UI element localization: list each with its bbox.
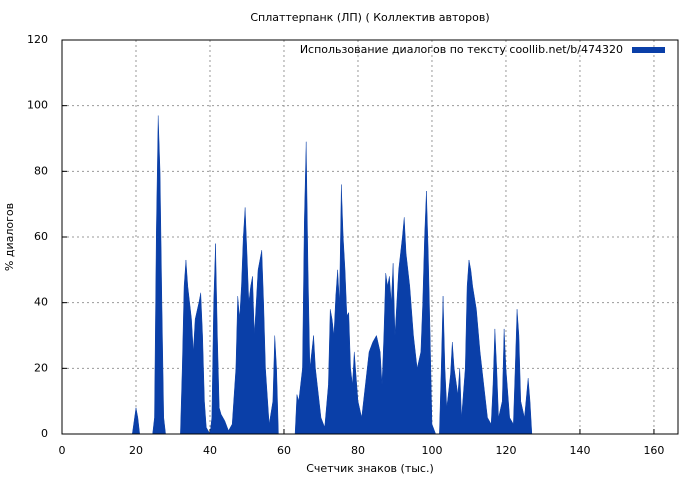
y-tick-label: 100 xyxy=(27,99,48,112)
y-axis-label: % диалогов xyxy=(3,203,16,271)
x-tick-label: 60 xyxy=(277,444,291,457)
y-tick-label: 80 xyxy=(34,164,48,177)
y-tick-label: 0 xyxy=(41,427,48,440)
x-tick-label: 0 xyxy=(59,444,66,457)
legend-swatch xyxy=(632,47,665,53)
y-tick-label: 60 xyxy=(34,230,48,243)
x-tick-label: 100 xyxy=(421,444,442,457)
y-tick-label: 120 xyxy=(27,33,48,46)
legend-label: Использование диалогов по тексту coollib… xyxy=(300,43,623,56)
x-axis-label: Счетчик знаков (тыс.) xyxy=(306,462,434,475)
x-tick-label: 80 xyxy=(351,444,365,457)
x-tick-label: 140 xyxy=(569,444,590,457)
x-tick-label: 20 xyxy=(129,444,143,457)
x-tick-label: 160 xyxy=(643,444,664,457)
x-tick-label: 40 xyxy=(203,444,217,457)
x-tick-label: 120 xyxy=(495,444,516,457)
plot-frame xyxy=(61,39,679,435)
chart-title: Сплаттерпанк (ЛП) ( Коллектив авторов) xyxy=(250,11,489,24)
y-tick-label: 40 xyxy=(34,296,48,309)
y-tick-label: 20 xyxy=(34,361,48,374)
